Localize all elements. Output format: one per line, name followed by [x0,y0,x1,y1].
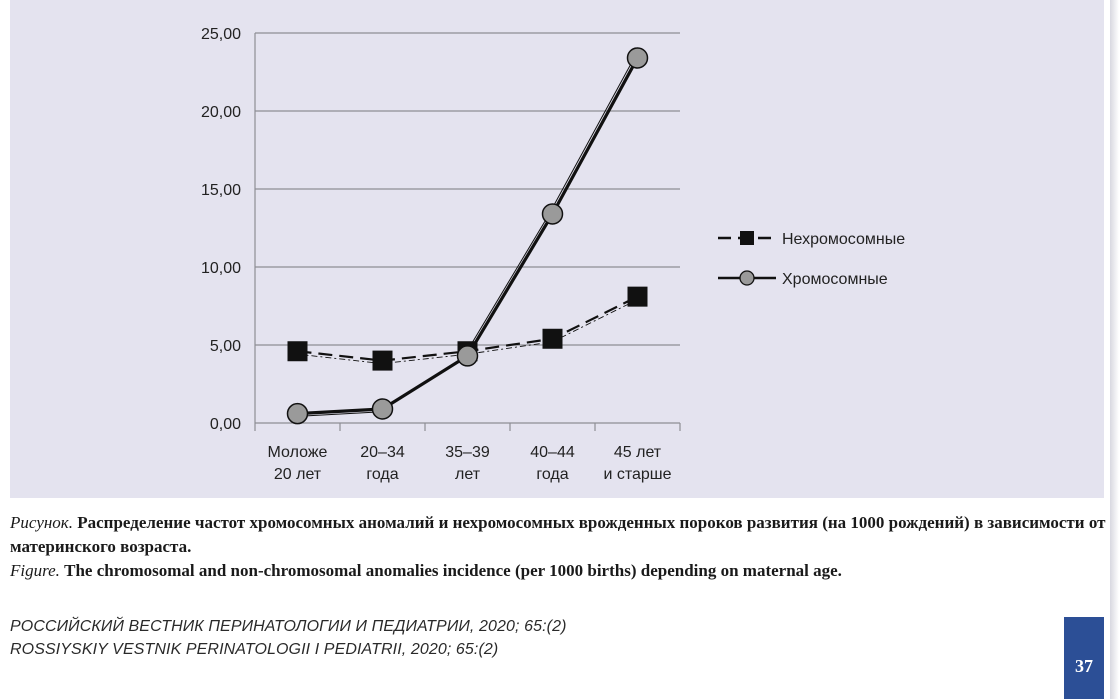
figure-panel: 0,00 5,00 10,00 15,00 20,00 25,00 Моложе 20 лет… [10,0,1104,498]
page-edge-shadow [1110,0,1119,699]
line-chart: 0,00 5,00 10,00 15,00 20,00 25,00 Моложе 20 лет… [201,26,905,483]
data-point-square [542,328,563,349]
data-point-circle [541,203,564,225]
y-tick-label: 0,00 [210,416,241,433]
caption-ru-lead: Рисунок. [10,513,73,532]
y-tick-label: 25,00 [201,26,241,43]
data-point-circle [626,47,649,69]
y-tick-label: 5,00 [210,338,241,355]
x-tick-label: 20 лет [274,466,322,483]
data-point-circle [371,398,394,420]
x-tick-label: 40–44 [530,444,575,461]
x-tick-label: 35–39 [445,444,490,461]
data-point-square [372,350,393,371]
x-tick-label: года [366,466,398,483]
caption-en-lead: Figure. [10,561,60,580]
figure-caption: Рисунок. Распределение частот хромосомны… [10,511,1110,583]
caption-en: Figure. The chromosomal and non-chromoso… [10,559,1110,583]
data-point-square [627,286,648,307]
x-tick-label: года [536,466,568,483]
x-tick-label: 20–34 [360,444,405,461]
journal-footer: РОССИЙСКИЙ ВЕСТНИК ПЕРИНАТОЛОГИИ И ПЕДИА… [10,615,567,661]
legend-marker-square [740,231,754,245]
caption-ru: Рисунок. Распределение частот хромосомны… [10,511,1110,559]
legend-label: Нехромосомные [782,231,905,248]
data-point-square [287,341,308,362]
caption-ru-text: Распределение частот хромосомных аномали… [10,513,1106,556]
y-tick-label: 20,00 [201,104,241,121]
x-tick-label: лет [455,466,481,483]
x-tick-label: и старше [603,466,671,483]
journal-title-ru: РОССИЙСКИЙ ВЕСТНИК ПЕРИНАТОЛОГИИ И ПЕДИА… [10,618,567,635]
journal-title-en: ROSSIYSKIY VESTNIK PERINATOLOGII I PEDIA… [10,641,499,658]
y-tick-label: 10,00 [201,260,241,277]
caption-en-text: The chromosomal and non-chromosomal anom… [64,561,842,580]
page-number: 37 [1064,617,1104,699]
y-tick-label: 15,00 [201,182,241,199]
x-tick-label: 45 лет [614,444,662,461]
data-point-circle [456,345,479,367]
x-tick-label: Моложе [268,444,328,461]
legend-label: Хромосомные [782,271,888,288]
data-point-circle [286,402,309,425]
legend-marker-circle [739,270,755,286]
